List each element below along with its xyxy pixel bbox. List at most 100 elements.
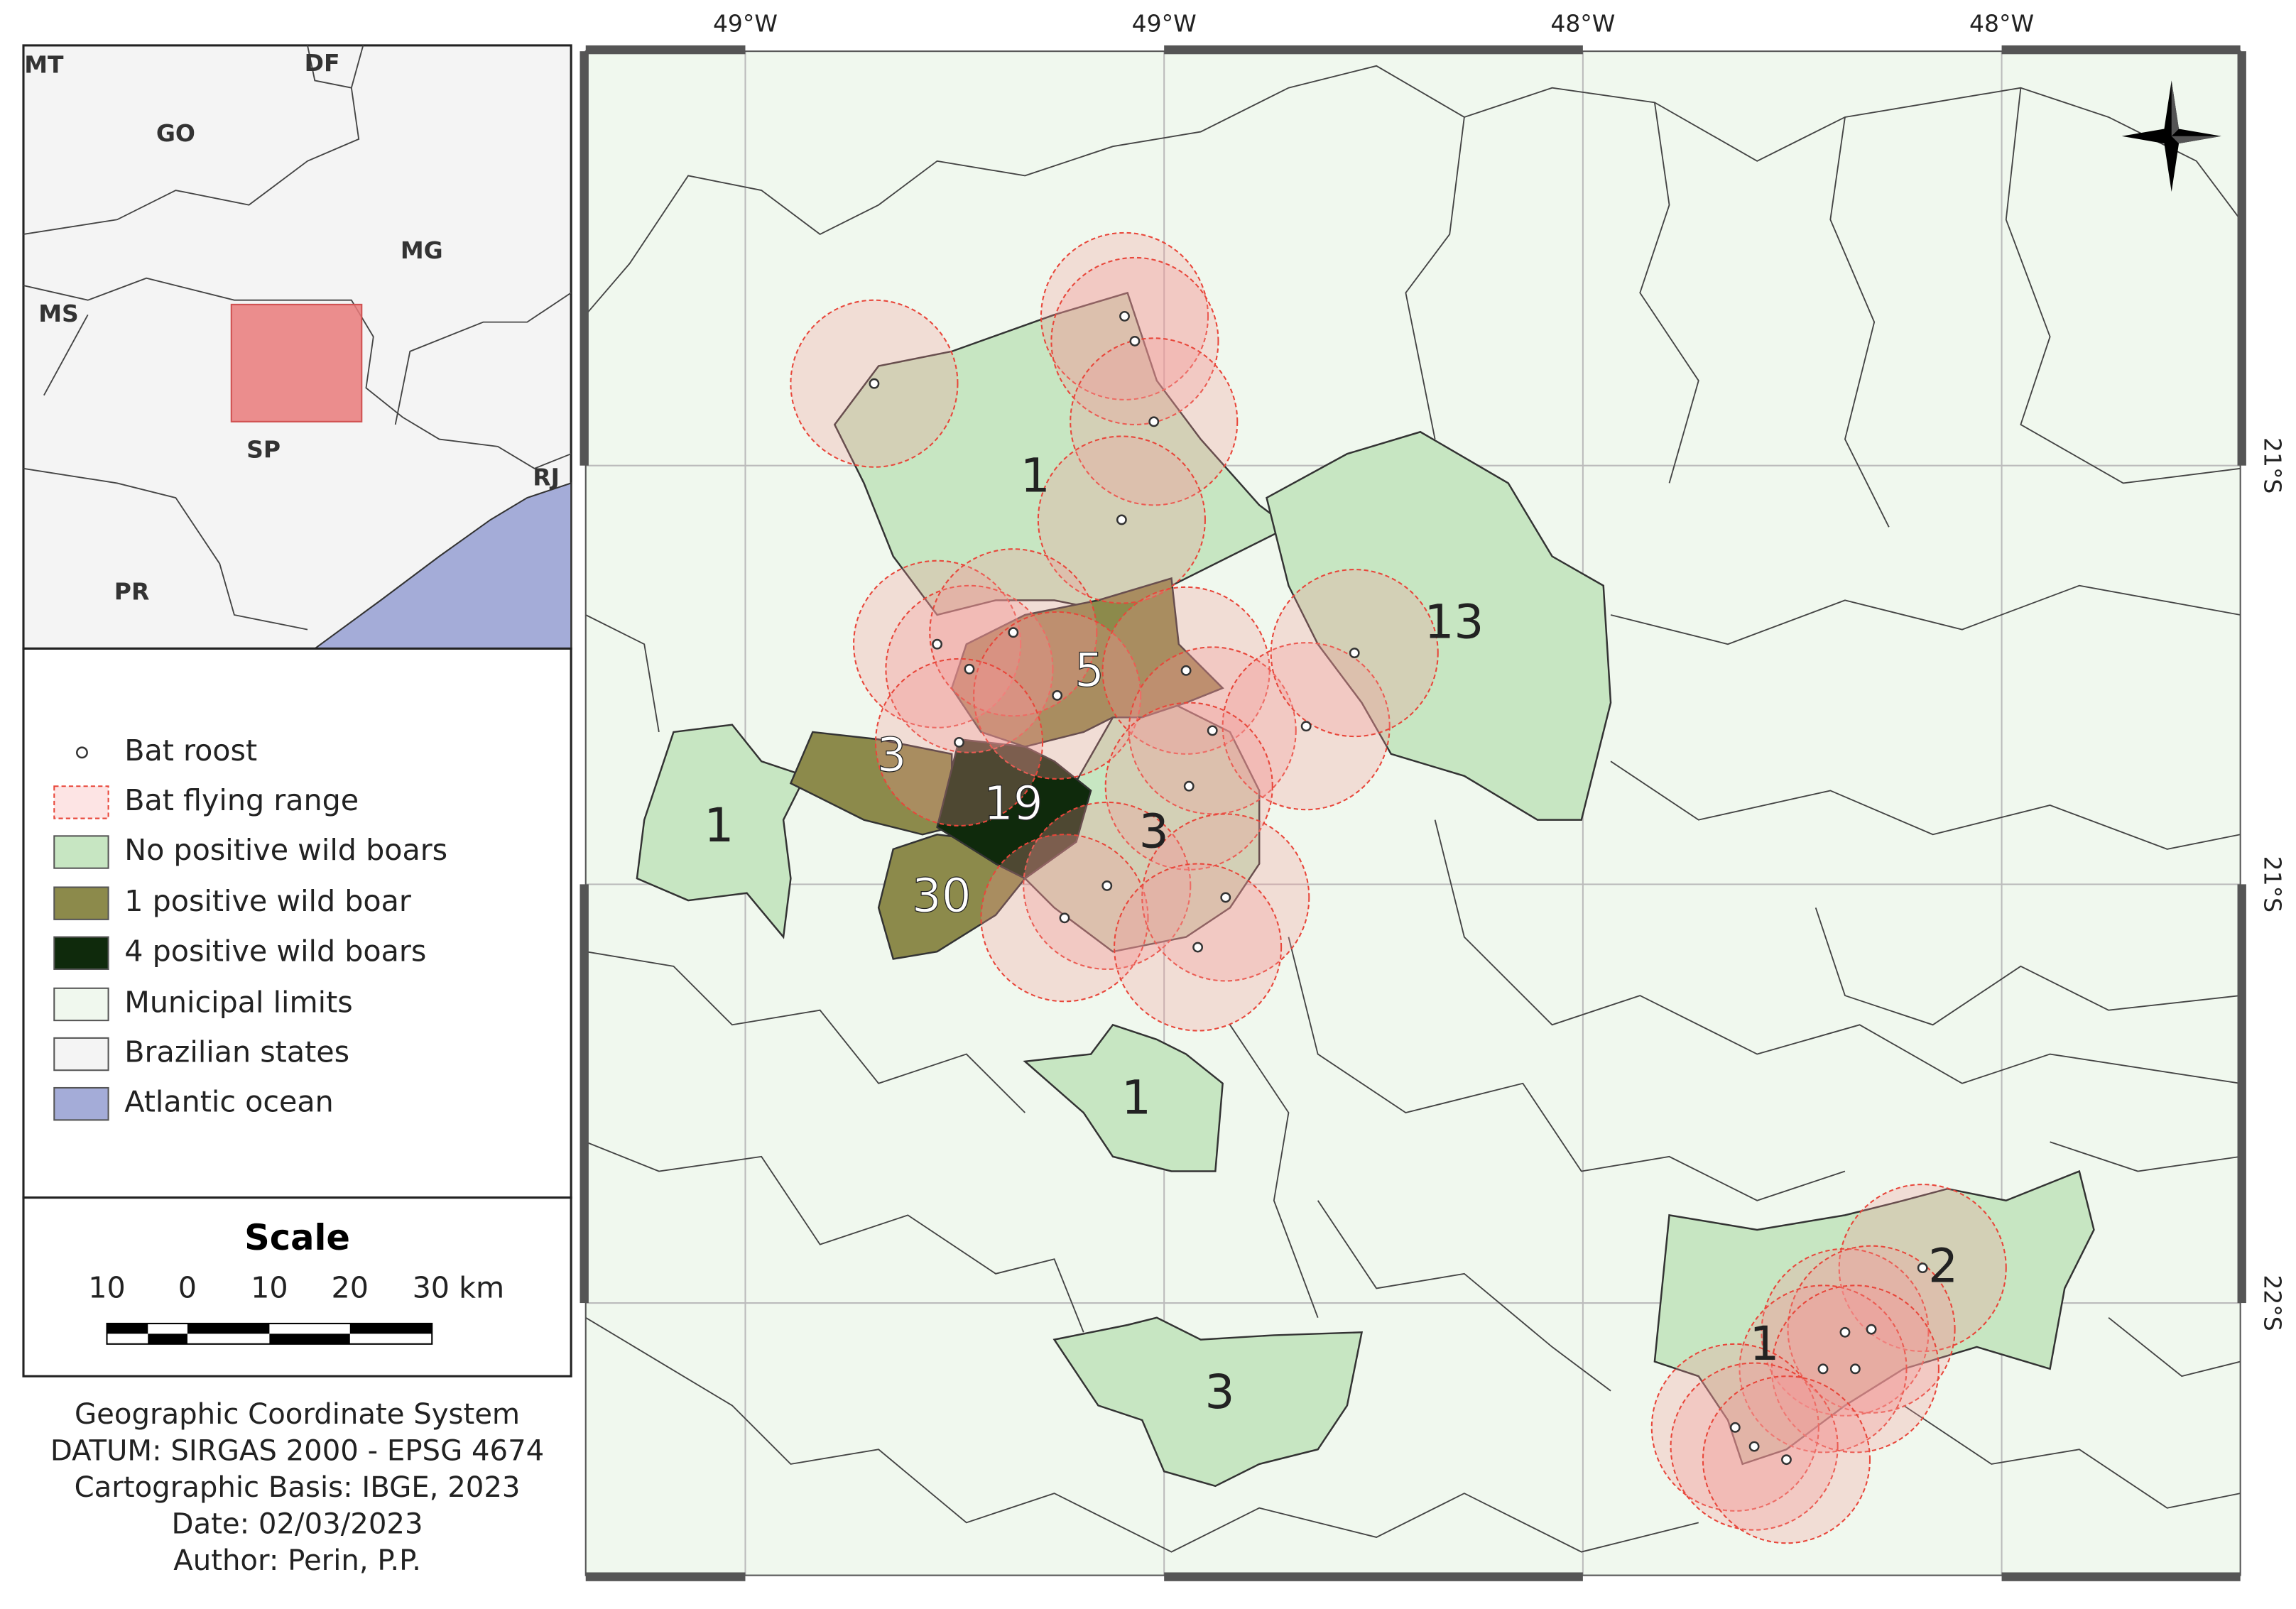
legend-label: No positive wild boars: [124, 833, 447, 867]
bat-roost: [954, 736, 964, 748]
bat-roost: [1729, 1422, 1741, 1433]
scale-frame: [22, 1196, 572, 1378]
municipality: [1653, 1169, 2095, 1466]
bat-roost: [1059, 912, 1070, 924]
longitude-label: 48°W: [1550, 10, 1615, 38]
legend-label: 4 positive wild boars: [124, 934, 426, 968]
bat-roost: [1781, 1454, 1792, 1466]
legend-swatch: [53, 987, 109, 1022]
municipal-border: [585, 65, 2241, 315]
municipality: [789, 731, 953, 836]
count-label: 19: [984, 776, 1043, 831]
bat-roost: [1119, 310, 1130, 322]
municipal-border: [1434, 584, 2241, 1084]
bat-roost: [1101, 880, 1113, 891]
scale-label: 30 km: [413, 1271, 505, 1305]
legend-label: 1 positive wild boar: [124, 884, 411, 918]
scale-label: 10: [251, 1271, 288, 1305]
legend-label: Municipal limits: [124, 985, 353, 1019]
count-label: 1: [1021, 448, 1050, 503]
count-label: 30: [912, 868, 972, 923]
scale-label: 20: [332, 1271, 369, 1305]
count-label: 3: [1139, 804, 1169, 858]
bat-roost: [1008, 627, 1019, 638]
scale-bar: Scale 10 0 10 20 30 km: [22, 1196, 572, 1378]
municipal-border: [1405, 87, 2241, 528]
latitude-label: 21°S: [2258, 437, 2286, 493]
main-map: 1 13 5 3 19 3 1 30 1 3 1 2 49°W 49°W 4: [580, 10, 2286, 1581]
state-label: MS: [38, 300, 79, 327]
state-label: SP: [246, 436, 281, 464]
municipal-border: [585, 614, 1699, 1553]
legend-label: Bat roost: [124, 733, 257, 768]
credit-line: Geographic Coordinate System: [75, 1398, 520, 1431]
map-frame: [580, 45, 2246, 1581]
municipality: [1266, 430, 1612, 821]
state-border: [23, 45, 572, 425]
state-border: [23, 277, 572, 469]
bat-roost: [1183, 780, 1195, 792]
legend-swatch: [53, 886, 109, 920]
longitude-label: 49°W: [713, 10, 778, 38]
legend-frame: [22, 647, 572, 1199]
bat-roost: [1866, 1324, 1877, 1335]
ocean: [312, 481, 572, 650]
bat-roost: [1917, 1262, 1928, 1274]
state-label: MT: [24, 50, 64, 78]
legend-label: Atlantic ocean: [124, 1085, 333, 1119]
no-positive-areas: [636, 291, 2095, 1488]
municipal-limits: [585, 65, 2241, 1553]
scale-segment: [148, 1333, 187, 1344]
bat-roost: [1129, 335, 1141, 347]
bat-roost: [1052, 689, 1063, 701]
credit-line: DATUM: SIRGAS 2000 - EPSG 4674: [50, 1434, 544, 1467]
municipality: [636, 724, 807, 939]
municipality: [1052, 1316, 1364, 1488]
bat-roost: [1148, 416, 1160, 427]
bat-roost: [1116, 514, 1127, 525]
legend-swatch: [53, 785, 109, 819]
legend-label: Bat flying range: [124, 783, 359, 817]
state-label: PR: [114, 578, 150, 606]
north-arrow: [2121, 80, 2221, 192]
legend: Bat roost Bat flying range No positive w…: [22, 647, 572, 1199]
bat-roost: [964, 663, 975, 675]
inset-map: MT DF GO MG MS SP RJ PR: [22, 44, 572, 650]
scale-label: 0: [178, 1271, 197, 1305]
state-label: DF: [305, 49, 340, 77]
bat-roost: [1300, 721, 1312, 732]
bat-roost: [932, 638, 943, 650]
count-label: 1: [704, 798, 734, 853]
bat-roost: [1849, 1363, 1861, 1375]
scale-segment: [269, 1333, 350, 1344]
municipal-border: [1229, 907, 2241, 1509]
legend-swatch: [53, 1086, 109, 1121]
count-label: 3: [877, 728, 907, 782]
bat-roost: [1192, 942, 1204, 953]
scale-title: Scale: [244, 1217, 350, 1258]
legend-swatch: [76, 746, 88, 759]
bat-roost: [1220, 892, 1231, 903]
municipality: [833, 291, 1290, 616]
bat-roost: [1839, 1326, 1851, 1338]
municipality: [1023, 1023, 1224, 1172]
bat-roost: [1817, 1363, 1829, 1375]
state-label: RJ: [533, 464, 560, 491]
count-label: 2: [1928, 1239, 1958, 1294]
legend-swatch: [53, 1037, 109, 1071]
bat-roost: [1748, 1441, 1760, 1452]
scale-segment: [107, 1323, 148, 1334]
four-positive-area: [936, 738, 1092, 880]
count-label: 1: [1121, 1071, 1151, 1125]
latitude-label: 22°S: [2258, 1275, 2286, 1331]
count-label: 13: [1424, 594, 1484, 649]
credit-line: Date: 02/03/2023: [172, 1507, 423, 1540]
longitude-label: 49°W: [1132, 10, 1197, 38]
bat-roost: [1207, 725, 1218, 736]
count-label: 5: [1074, 643, 1104, 698]
credits: Geographic Coordinate System DATUM: SIRG…: [50, 1398, 544, 1577]
study-area: [230, 303, 363, 422]
credit-line: Cartographic Basis: IBGE, 2023: [75, 1471, 521, 1504]
count-label: 1: [1750, 1316, 1780, 1371]
